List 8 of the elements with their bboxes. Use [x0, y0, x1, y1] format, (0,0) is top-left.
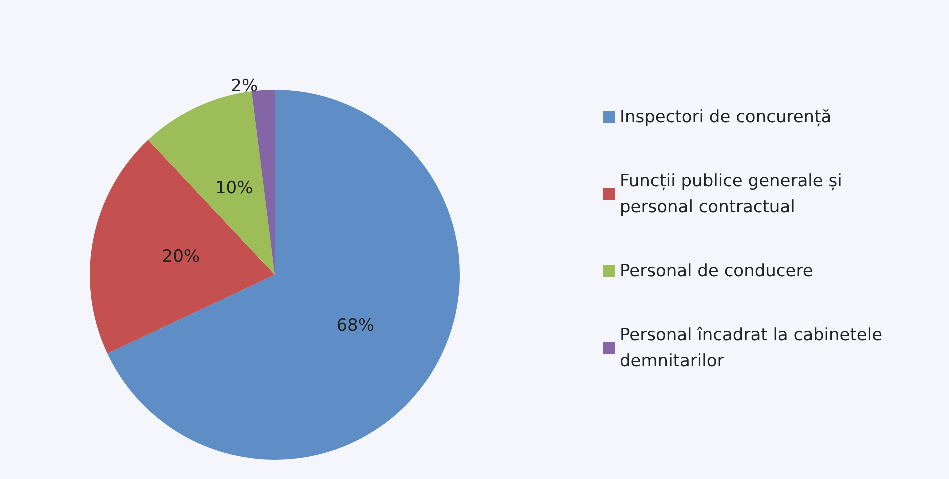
data-label: 10%: [215, 178, 254, 199]
legend-label: Personal de conducere: [620, 262, 814, 282]
legend-label: Inspectori de concurență: [620, 108, 832, 128]
legend-label: Personal încadrat la cabinetele demnitarilor: [620, 326, 888, 372]
data-label: 2%: [231, 76, 258, 96]
legend-label: Funcții publice generale și personal contractual: [620, 172, 848, 218]
data-label: 68%: [336, 316, 375, 336]
data-label: 20%: [162, 247, 200, 268]
